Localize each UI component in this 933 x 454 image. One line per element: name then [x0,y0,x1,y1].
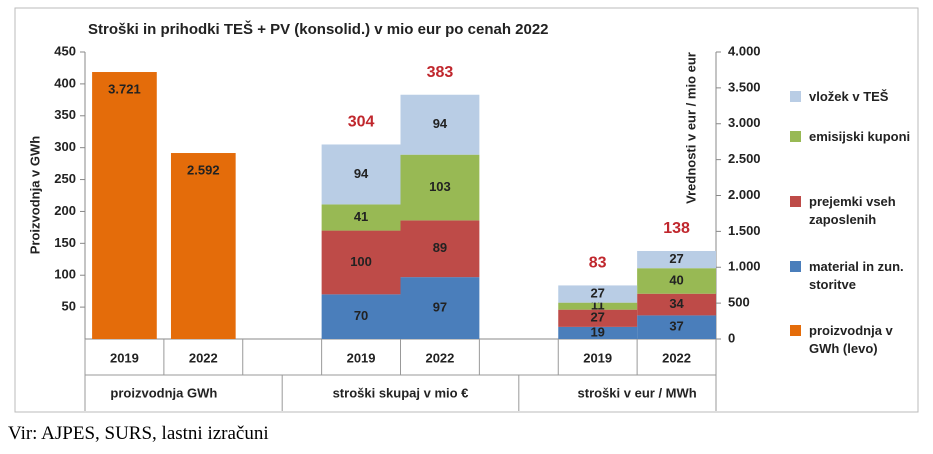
y2-tick-label: 3.000 [728,115,761,130]
y-tick-label: 300 [54,139,76,154]
y2-tick-label: 500 [728,295,750,310]
x-tick-label: 2019 [347,350,376,365]
bar [92,72,157,339]
segment-label: 100 [350,254,372,269]
legend-swatch [790,196,801,207]
segment-label: 70 [354,308,368,323]
legend-swatch [790,325,801,336]
legend-label: vložek v TEŠ [809,89,889,104]
bar-segment [321,294,401,339]
x-tick-label: 2019 [583,350,612,365]
legend-label: prejemki vseh zaposlenih [809,194,896,227]
bar-segment [321,230,401,295]
segment-label: 27 [669,251,683,266]
legend-item: material in zun. storitve [790,258,915,294]
bar-segment [400,220,480,278]
legend-swatch [790,131,801,142]
y-tick-label: 200 [54,203,76,218]
segment-label: 19 [590,324,604,339]
bar [170,153,236,339]
bar-segment [637,250,716,269]
chart-title: Stroški in prihodki TEŠ + PV (konsolid.)… [88,20,549,38]
x-tick-label: 2022 [189,350,218,365]
bar-segment [321,144,401,205]
total-label: 83 [589,255,607,272]
segment-label: 89 [433,240,447,255]
segment-label: 34 [669,296,684,311]
y2-tick-label: 3.500 [728,79,761,94]
bar-segment [637,293,716,316]
y2-tick-label: 2.500 [728,151,761,166]
value-label: 3.721 [108,81,141,96]
group-label: proizvodnja GWh [110,385,217,400]
bar-segment [321,204,401,231]
chart: Stroški in prihodki TEŠ + PV (konsolid.)… [14,7,919,413]
segment-label: 97 [433,300,447,315]
group-label: stroški v eur / MWh [578,385,697,400]
value-label: 2.592 [187,162,220,177]
bar-segment [400,94,480,155]
y-tick-label: 100 [54,267,76,282]
bar-segment [558,309,638,327]
legend-item: vložek v TEŠ [790,88,915,106]
y-tick-label: 250 [54,171,76,186]
x-tick-label: 2019 [110,350,139,365]
segment-label: 27 [590,285,604,300]
y2-tick-label: 4.000 [728,43,761,58]
bar-segment [637,268,716,294]
y-tick-label: 50 [62,299,76,314]
group-label: stroški skupaj v mio € [333,385,469,400]
y2-tick-label: 2.000 [728,187,761,202]
legend-item: prejemki vseh zaposlenih [790,193,915,229]
y-axis-label: Proizvodnja v GWh [27,136,42,255]
legend-swatch [790,91,801,102]
y-tick-label: 400 [54,75,76,90]
bar-segment [637,315,716,339]
y2-tick-label: 1.500 [728,223,761,238]
y-tick-label: 350 [54,107,76,122]
bar-segment [558,326,638,339]
segment-label: 40 [669,272,683,287]
y2-tick-label: 1.000 [728,259,761,274]
total-label: 304 [348,114,375,131]
total-label: 138 [663,220,690,237]
bar-segment [558,302,638,310]
y-tick-label: 450 [54,43,76,58]
bar-segment [400,154,480,221]
bar-segment [558,285,638,303]
segment-label: 41 [354,209,368,224]
segment-label: 37 [669,319,683,334]
segment-label: 94 [433,116,448,131]
legend-label: emisijski kuponi [809,129,911,144]
legend-label: proizvodnja v GWh (levo) [809,323,893,356]
x-tick-label: 2022 [425,350,454,365]
legend-swatch [790,261,801,272]
segment-label: 103 [429,179,451,194]
legend-item: proizvodnja v GWh (levo) [790,322,915,358]
y2-tick-label: 0 [728,330,735,345]
bar-segment [400,277,480,339]
total-label: 383 [427,64,454,81]
y2-axis-label: Vrednosti v eur / mio eur [683,52,698,204]
legend-label: material in zun. storitve [809,259,904,292]
segment-label: 27 [590,310,604,325]
segment-label: 94 [354,166,369,181]
x-tick-label: 2022 [662,350,691,365]
source-note: Vir: AJPES, SURS, lastni izračuni [8,423,269,444]
y-tick-label: 150 [54,235,76,250]
legend-item: emisijski kuponi [790,128,915,146]
